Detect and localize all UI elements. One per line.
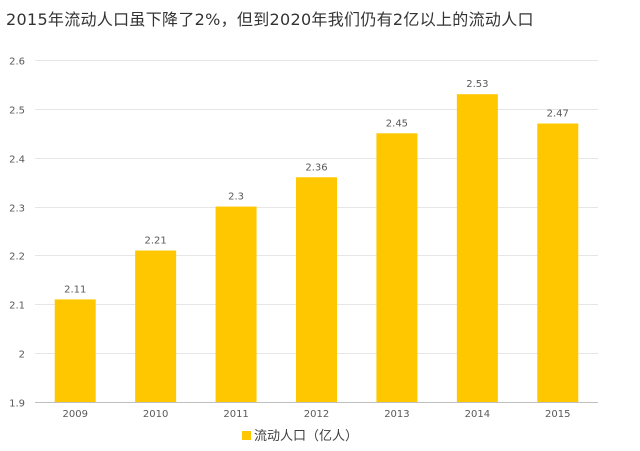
data-label-2011: 2.3 bbox=[228, 192, 244, 203]
legend-swatch bbox=[242, 431, 251, 440]
bar-2015 bbox=[537, 123, 579, 402]
y-tick-label: 2.3 bbox=[9, 204, 25, 215]
x-tick-label-2014: 2014 bbox=[465, 409, 490, 420]
bar-2013 bbox=[376, 133, 418, 403]
y-tick-label: 2.4 bbox=[9, 155, 25, 166]
y-tick-label: 2.2 bbox=[9, 252, 25, 263]
data-label-2009: 2.11 bbox=[64, 284, 86, 295]
bar-2012 bbox=[296, 177, 337, 402]
x-tick-label-2011: 2011 bbox=[223, 409, 248, 420]
y-tick-label: 2.6 bbox=[9, 57, 25, 68]
data-label-2013: 2.45 bbox=[386, 118, 408, 129]
bars: 2.11 2.21 2.3 2.36 2.45 2.53 2.47 bbox=[54, 79, 579, 403]
x-tick-label-2015: 2015 bbox=[545, 409, 570, 420]
x-tick-label-2010: 2010 bbox=[143, 409, 168, 420]
data-label-2012: 2.36 bbox=[305, 162, 327, 173]
legend-label: 流动人口（亿人） bbox=[254, 429, 358, 444]
data-label-2015: 2.47 bbox=[547, 109, 569, 120]
y-axis: 1.9 2 2.1 2.2 2.3 2.4 2.5 2.6 bbox=[9, 57, 25, 410]
bar-2009 bbox=[54, 299, 96, 402]
bar-2010 bbox=[135, 250, 177, 402]
bar-2014 bbox=[456, 94, 498, 402]
y-tick-label: 2.1 bbox=[9, 301, 25, 312]
y-tick-label: 2.5 bbox=[9, 106, 25, 117]
x-tick-label-2012: 2012 bbox=[304, 409, 329, 420]
data-label-2010: 2.21 bbox=[145, 236, 167, 247]
y-tick-label: 1.9 bbox=[9, 399, 25, 410]
data-label-2014: 2.53 bbox=[466, 79, 488, 90]
legend: 流动人口（亿人） bbox=[242, 429, 358, 444]
bar-2011 bbox=[215, 206, 257, 402]
x-axis: 2009 2010 2011 2012 2013 2014 2015 bbox=[35, 402, 598, 420]
chart-title: 2015年流动人口虽下降了2%，但到2020年我们仍有2亿以上的流动人口 bbox=[6, 10, 534, 29]
x-tick-label-2013: 2013 bbox=[384, 409, 409, 420]
x-tick-label-2009: 2009 bbox=[62, 409, 87, 420]
y-tick-label: 2 bbox=[19, 350, 25, 361]
